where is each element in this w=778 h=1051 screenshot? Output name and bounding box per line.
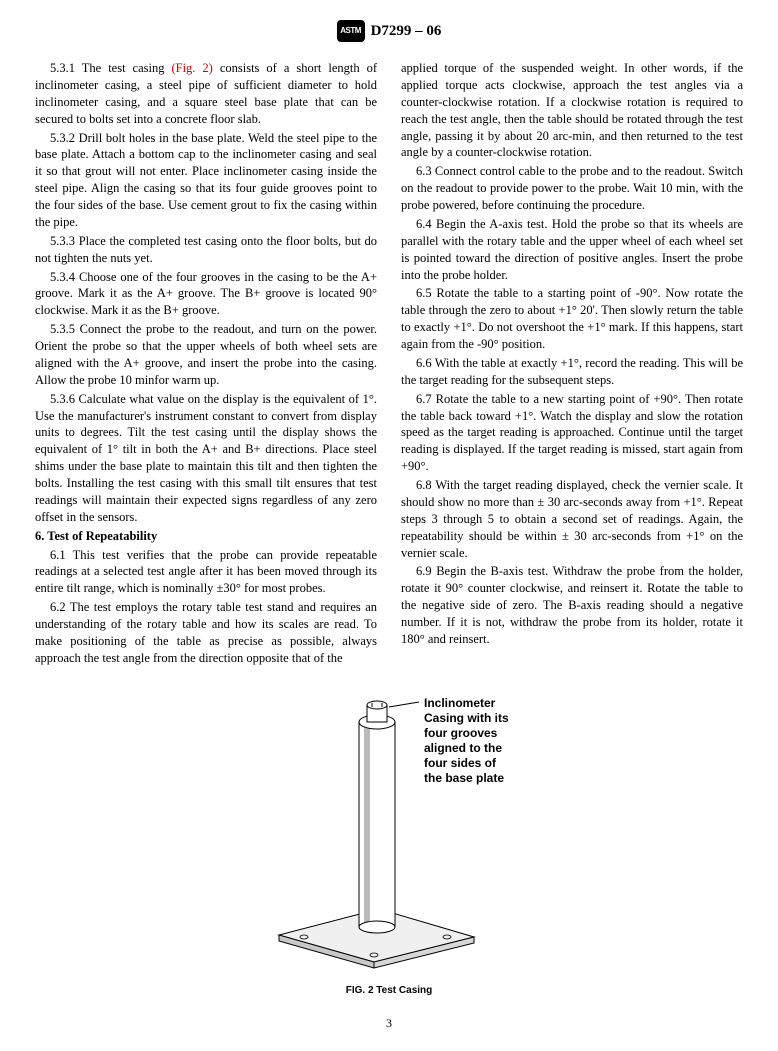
para-5-3-6: 5.3.6 Calculate what value on the displa… — [35, 391, 377, 526]
figure-2: Inclinometer Casing with its four groove… — [35, 687, 743, 996]
para-6-9: 6.9 Begin the B-axis test. Withdraw the … — [401, 563, 743, 647]
figure-label-line-1: Inclinometer — [424, 696, 496, 710]
para-6-1: 6.1 This test verifies that the probe ca… — [35, 547, 377, 598]
figure-label-line-2: Casing with its — [424, 711, 509, 725]
document-page: ASTM D7299 – 06 5.3.1 The test casing (F… — [0, 0, 778, 1051]
para-5-3-5: 5.3.5 Connect the probe to the readout, … — [35, 321, 377, 389]
test-casing-diagram: Inclinometer Casing with its four groove… — [219, 687, 559, 977]
figure-label-line-5: four sides of — [424, 756, 497, 770]
para-6-5: 6.5 Rotate the table to a starting point… — [401, 285, 743, 353]
page-number: 3 — [35, 1016, 743, 1031]
para-5-3-1: 5.3.1 The test casing (Fig. 2) consists … — [35, 60, 377, 128]
para-5-3-4: 5.3.4 Choose one of the four grooves in … — [35, 269, 377, 320]
para-6-2-continued: applied torque of the suspended weight. … — [401, 60, 743, 161]
para-5-3-2: 5.3.2 Drill bolt holes in the base plate… — [35, 130, 377, 231]
para-6-8: 6.8 With the target reading displayed, c… — [401, 477, 743, 561]
para-5-3-3: 5.3.3 Place the completed test casing on… — [35, 233, 377, 267]
figure-reference: (Fig. 2) — [171, 61, 212, 75]
figure-label-line-6: the base plate — [424, 771, 504, 785]
document-header: ASTM D7299 – 06 — [35, 20, 743, 42]
para-6-4: 6.4 Begin the A-axis test. Hold the prob… — [401, 216, 743, 284]
document-designation: D7299 – 06 — [371, 23, 442, 40]
figure-caption: FIG. 2 Test Casing — [35, 985, 743, 996]
section-6-heading: 6. Test of Repeatability — [35, 528, 377, 545]
para-6-3: 6.3 Connect control cable to the probe a… — [401, 163, 743, 214]
astm-logo-icon: ASTM — [337, 20, 365, 42]
body-columns: 5.3.1 The test casing (Fig. 2) consists … — [35, 60, 743, 667]
para-6-2: 6.2 The test employs the rotary table te… — [35, 599, 377, 667]
para-6-6: 6.6 With the table at exactly +1°, recor… — [401, 355, 743, 389]
para-6-7: 6.7 Rotate the table to a new starting p… — [401, 391, 743, 475]
figure-label-line-4: aligned to the — [424, 741, 502, 755]
figure-label-line-3: four grooves — [424, 726, 498, 740]
